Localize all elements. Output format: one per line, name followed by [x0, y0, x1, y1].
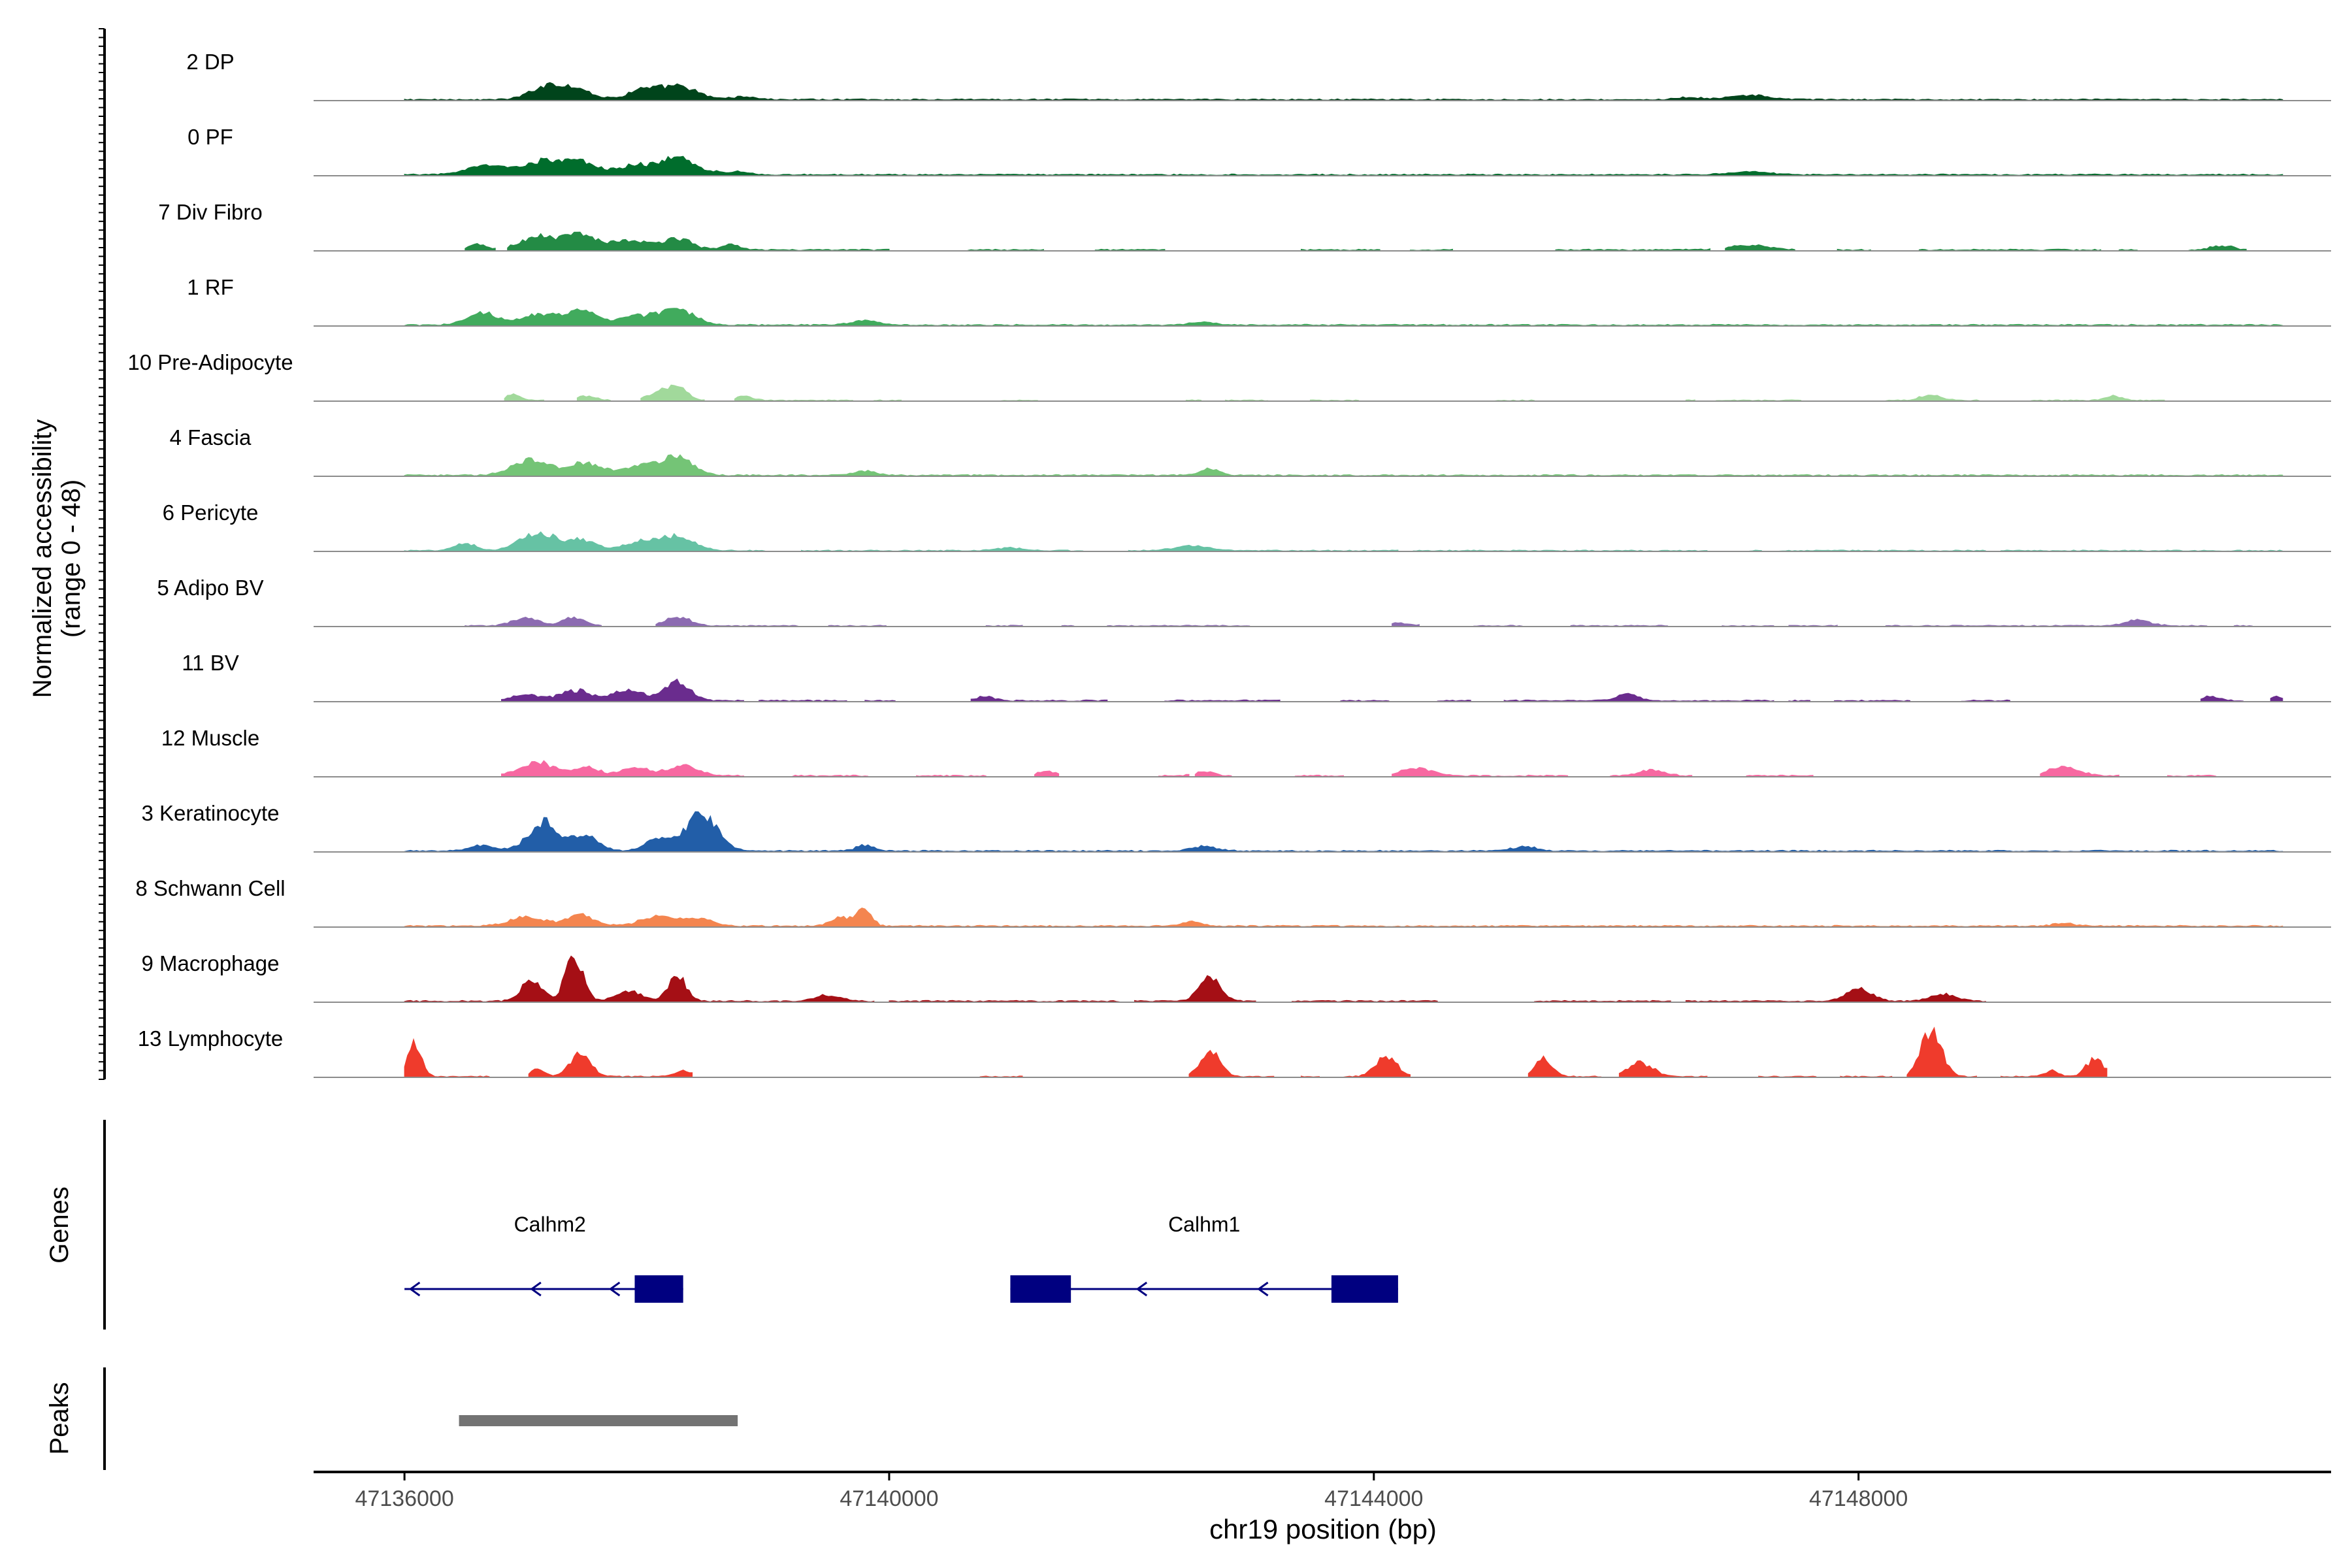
track-label-13-lymphocyte: 13 Lymphocyte: [138, 1026, 284, 1051]
track-3-keratinocyte: 3 Keratinocyte: [142, 801, 2331, 853]
track-label-9-macrophage: 9 Macrophage: [142, 951, 280, 975]
y-axis: [99, 28, 106, 1080]
strand-arrow-icon: [530, 1281, 542, 1297]
track-1-rf: 1 RF: [187, 275, 2331, 327]
gene-model-calhm2: [404, 1275, 683, 1303]
x-axis-label: chr19 position (bp): [1209, 1514, 1437, 1544]
track-2-dp: 2 DP: [186, 50, 2331, 101]
x-axis-tick-label: 47144000: [1324, 1486, 1423, 1511]
track-11-bv: 11 BV: [182, 651, 2331, 702]
gene-exon-calhm1: [1010, 1275, 1071, 1303]
track-label-6-pericyte: 6 Pericyte: [163, 500, 259, 525]
coverage-area-11-bv: [501, 678, 2283, 702]
track-8-schwann-cell: 8 Schwann Cell: [135, 876, 2331, 928]
track-13-lymphocyte: 13 Lymphocyte: [138, 1026, 2331, 1078]
track-4-fascia: 4 Fascia: [170, 425, 2331, 477]
track-label-7-div-fibro: 7 Div Fibro: [158, 200, 263, 224]
track-label-4-fascia: 4 Fascia: [170, 425, 252, 449]
track-label-1-rf: 1 RF: [187, 275, 234, 299]
x-axis-tick-label: 47148000: [1809, 1486, 1908, 1511]
track-5-adipo-bv: 5 Adipo BV: [157, 576, 2331, 627]
coverage-area-7-div-fibro: [465, 231, 2247, 252]
track-6-pericyte: 6 Pericyte: [163, 500, 2331, 552]
track-7-div-fibro: 7 Div Fibro: [158, 200, 2331, 252]
track-label-12-muscle: 12 Muscle: [161, 726, 259, 750]
genes-label: Genes: [45, 1186, 74, 1264]
coverage-area-10-pre-adipocyte: [504, 384, 2165, 402]
coverage-area-1-rf: [404, 308, 2283, 327]
coverage-area-13-lymphocyte: [404, 1026, 2108, 1078]
coverage-area-12-muscle: [501, 760, 2217, 777]
coverage-area-4-fascia: [404, 454, 2283, 477]
coverage-area-9-macrophage: [404, 955, 1986, 1003]
gene-annotations: Calhm2 Calhm1: [404, 1213, 1398, 1303]
strand-arrow-icon: [408, 1281, 421, 1297]
accessibility-tracks: 2 DP 0 PF 7 Div Fibro 1 RF 10 Pre-Adipocyte 4…: [127, 50, 2331, 1078]
strand-arrow-icon: [1135, 1281, 1148, 1297]
peaks-label: Peaks: [45, 1382, 74, 1454]
coverage-area-2-dp: [404, 82, 2283, 101]
x-axis: 47136000 47140000 47144000 47148000: [355, 1472, 1908, 1511]
coverage-area-8-schwann-cell: [404, 907, 2283, 928]
y-axis-label-line1: Normalized accessibility: [28, 419, 57, 698]
track-0-pf: 0 PF: [188, 125, 2331, 176]
track-label-11-bv: 11 BV: [182, 651, 238, 675]
coverage-area-6-pericyte: [404, 531, 2283, 552]
track-label-8-schwann-cell: 8 Schwann Cell: [135, 876, 285, 900]
strand-arrow-icon: [608, 1281, 621, 1297]
strand-arrow-icon: [1257, 1281, 1269, 1297]
y-axis-label-line2: (range 0 - 48): [57, 480, 86, 638]
track-label-3-keratinocyte: 3 Keratinocyte: [142, 801, 280, 825]
track-12-muscle: 12 Muscle: [161, 726, 2331, 777]
track-10-pre-adipocyte: 10 Pre-Adipocyte: [127, 350, 2331, 402]
track-label-2-dp: 2 DP: [186, 50, 234, 74]
coverage-area-5-adipo-bv: [465, 616, 2253, 627]
x-axis-tick-label: 47140000: [840, 1486, 938, 1511]
track-label-0-pf: 0 PF: [188, 125, 233, 149]
gene-exon-calhm1: [1331, 1275, 1398, 1303]
x-axis-tick-label: 47136000: [355, 1486, 453, 1511]
peak-regions: [459, 1415, 738, 1426]
track-9-macrophage: 9 Macrophage: [142, 951, 2331, 1003]
peak-region-bar: [459, 1415, 738, 1426]
coverage-area-0-pf: [404, 155, 2283, 176]
coverage-area-3-keratinocyte: [404, 811, 2283, 853]
gene-label-calhm2: Calhm2: [514, 1213, 586, 1236]
track-label-10-pre-adipocyte: 10 Pre-Adipocyte: [127, 350, 293, 374]
gene-model-calhm1: [1010, 1275, 1398, 1303]
gene-exon-calhm2: [634, 1275, 683, 1303]
track-label-5-adipo-bv: 5 Adipo BV: [157, 576, 263, 600]
gene-label-calhm1: Calhm1: [1168, 1213, 1240, 1236]
